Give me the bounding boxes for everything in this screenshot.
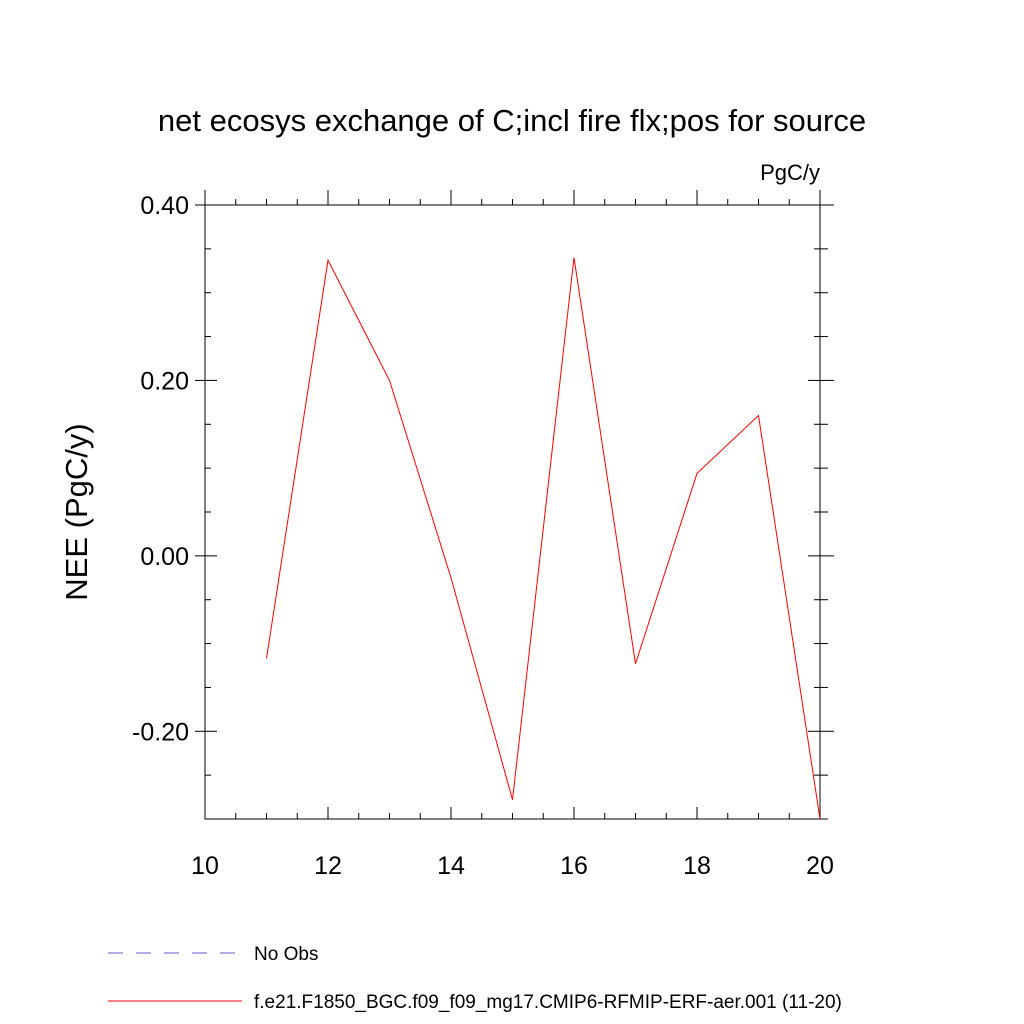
y-tick-label: 0.00 xyxy=(140,543,189,571)
series-line xyxy=(266,257,821,820)
x-tick-label: 18 xyxy=(683,852,711,880)
legend: No Obs f.e21.F1850_BGC.f09_f09_mg17.CMIP… xyxy=(108,944,842,1013)
legend-label-no-obs: No Obs xyxy=(254,944,318,965)
plot-frame xyxy=(204,204,821,820)
y-axis-label: NEE (PgC/y) xyxy=(59,423,94,600)
plot-area: 10 12 14 16 18 20 -0.20 0.00 0.20 0.40 xyxy=(132,190,834,880)
y-tick-label: -0.20 xyxy=(132,718,189,746)
x-tick-label: 16 xyxy=(560,852,588,880)
legend-label-series: f.e21.F1850_BGC.f09_f09_mg17.CMIP6-RFMIP… xyxy=(254,992,842,1013)
x-tick-label: 12 xyxy=(314,852,342,880)
x-tick-label: 14 xyxy=(437,852,465,880)
x-tick-label: 20 xyxy=(806,852,834,880)
y-tick-label: 0.40 xyxy=(140,192,189,220)
x-tick-label: 10 xyxy=(191,852,219,880)
units-label: PgC/y xyxy=(760,160,820,185)
y-tick-label: 0.20 xyxy=(140,367,189,395)
chart-title: net ecosys exchange of C;incl fire flx;p… xyxy=(158,103,866,138)
